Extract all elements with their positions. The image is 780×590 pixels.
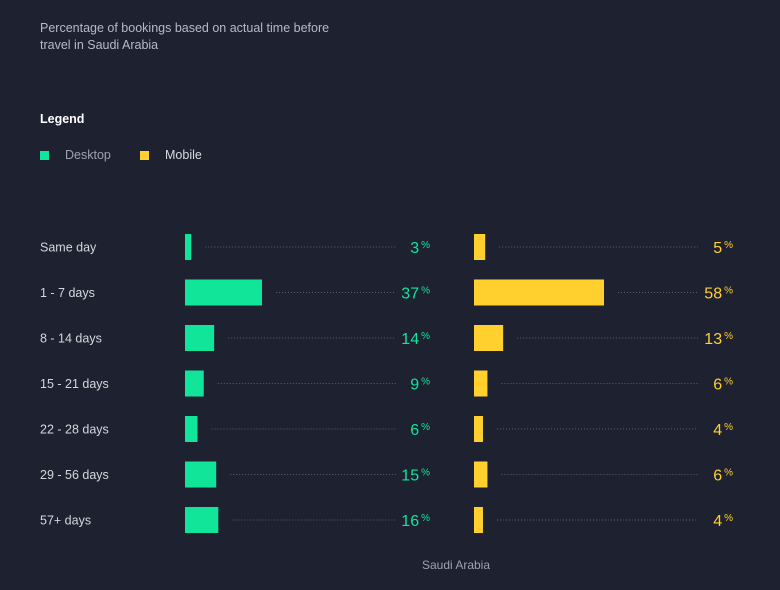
legend-title: Legend [40,112,85,126]
mobile-bar [474,279,604,306]
mobile-bar [474,507,483,533]
legend-swatch-mobile [140,150,149,160]
category-label: Same day [40,241,97,255]
desktop-value-label: 14% [401,331,430,348]
chart-title: Percentage of bookings based on actual t… [40,21,330,52]
desktop-bar [185,279,262,306]
mobile-bar [474,234,486,260]
desktop-value-label: 9% [410,377,430,394]
mobile-value-label: 6% [713,377,733,394]
desktop-bar [185,416,198,442]
desktop-value-label: 3% [410,240,430,257]
mobile-bar [474,416,483,442]
desktop-value-label: 16% [401,513,430,530]
category-label: 29 - 56 days [40,468,109,482]
mobile-bar [474,325,504,351]
desktop-bar [185,325,215,351]
desktop-value-label: 6% [410,422,430,439]
desktop-bar [185,461,217,488]
x-axis-label: Saudi Arabia [421,558,491,572]
legend-label-mobile: Mobile [165,148,202,162]
category-label: 15 - 21 days [40,377,109,391]
mobile-value-label: 58% [704,286,733,303]
legend-item-mobile: Mobile [140,148,202,162]
mobile-value-label: 5% [713,240,733,257]
legend-label-desktop: Desktop [65,148,111,162]
desktop-value-label: 37% [401,286,430,303]
mobile-bar [474,370,488,397]
mobile-value-label: 13% [704,331,733,348]
legend-item-desktop: Desktop [40,148,111,162]
mobile-value-label: 6% [713,468,733,485]
desktop-bar [185,370,204,397]
mobile-value-label: 4% [713,422,733,439]
category-label: 1 - 7 days [40,286,95,300]
category-label: 8 - 14 days [40,332,102,346]
desktop-bar [185,507,219,533]
legend-swatch-desktop [40,150,49,160]
category-label: 57+ days [40,514,91,528]
mobile-value-label: 4% [713,513,733,530]
category-label: 22 - 28 days [40,423,109,437]
mobile-bar [474,461,488,488]
desktop-value-label: 15% [401,468,430,485]
desktop-bar [185,234,192,260]
